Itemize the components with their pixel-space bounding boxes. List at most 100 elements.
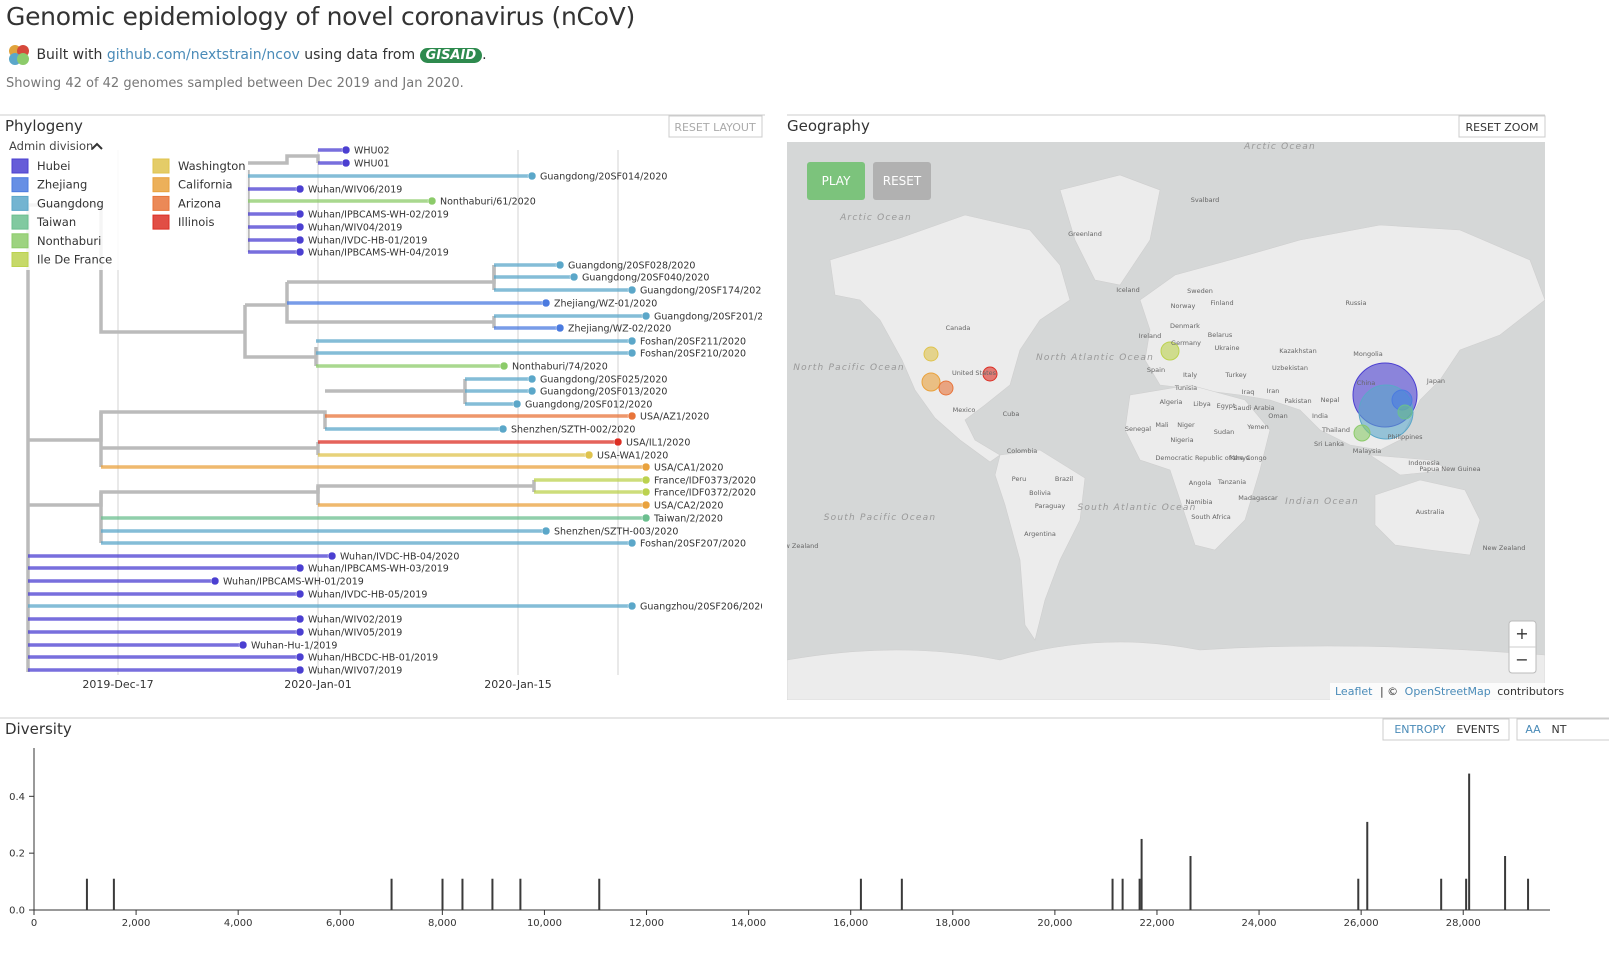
country-label: New Zealand [1483, 544, 1526, 552]
country-label: Thailand [1321, 426, 1350, 434]
entropy-bar [1468, 773, 1471, 910]
legend-label: California [178, 178, 233, 192]
country-label: New Zealand [776, 542, 819, 550]
country-label: Oman [1268, 412, 1288, 420]
gisaid-logo[interactable]: GISAID [419, 48, 483, 63]
tip [641, 500, 651, 510]
tip [641, 475, 651, 485]
tip [341, 145, 351, 155]
legend-swatch [11, 195, 29, 211]
entropy-bar [598, 878, 601, 910]
aa-button[interactable]: AA [1525, 723, 1541, 736]
country-label: Libya [1193, 400, 1210, 408]
entropy-bar [390, 878, 393, 910]
ocean-label: Arctic Ocean [839, 213, 912, 223]
repo-link[interactable]: github.com/nextstrain/ncov [106, 47, 300, 63]
tip [295, 563, 305, 573]
country-label: Indonesia [1408, 459, 1439, 467]
country-label: Yemen [1246, 423, 1269, 431]
country-label: Saudi Arabia [1233, 404, 1274, 412]
tip [238, 640, 248, 650]
legend-swatch [152, 195, 170, 211]
x-tick-label: 14,000 [731, 918, 766, 929]
country-label: Democratic Republic of the Congo [1155, 454, 1266, 462]
country-label: Argentina [1024, 530, 1056, 538]
tip [295, 665, 305, 675]
tip-label: Wuhan/IPBCAMS-WH-01/2019 [223, 577, 364, 588]
tip [295, 247, 305, 257]
reset-layout-button[interactable] [668, 115, 763, 138]
legend-swatch [11, 252, 29, 267]
tip [541, 298, 551, 308]
tip [555, 323, 565, 333]
tip [295, 235, 305, 245]
tip [527, 386, 537, 396]
x-tick-label: 0 [31, 918, 37, 929]
country-label: Norway [1171, 302, 1196, 310]
country-label: Philippines [1387, 433, 1423, 441]
tip [627, 285, 637, 295]
play-button[interactable] [807, 162, 865, 200]
country-label: Mali [1155, 421, 1168, 429]
x-tick-label: 18,000 [935, 918, 970, 929]
tip-label: Nonthaburi/74/2020 [512, 362, 608, 373]
country-label: United States [952, 369, 997, 377]
x-tick-label: 2,000 [122, 918, 151, 929]
tip [498, 424, 508, 434]
tip-label: Wuhan/WIV06/2019 [308, 185, 402, 196]
tip [627, 411, 637, 421]
tip-label: France/IDF0372/2020 [654, 488, 756, 499]
tips: WHU02 WHU01 Guangdong/20SF014/2020 Wuhan/WI… [28, 145, 762, 677]
tip-label: Shenzhen/SZTH-002/2020 [511, 425, 635, 436]
attribution-sep: | © [1380, 685, 1398, 698]
tip [569, 272, 579, 282]
entropy-bar [1111, 878, 1114, 910]
country-label: Iceland [1116, 286, 1140, 294]
tip-label: Foshan/20SF210/2020 [640, 349, 746, 360]
legend-swatch [11, 214, 29, 230]
legend-toggle[interactable] [91, 142, 103, 150]
leaflet-link[interactable]: Leaflet [1335, 685, 1373, 698]
reset-zoom-button[interactable] [1458, 115, 1546, 138]
osm-link[interactable]: OpenStreetMap [1405, 685, 1491, 698]
tip-label: Foshan/20SF211/2020 [640, 337, 746, 348]
country-label: Algeria [1160, 398, 1183, 406]
country-label: Italy [1183, 371, 1197, 379]
ocean-label: Indian Ocean [1285, 497, 1359, 507]
tree: WHU02 WHU01 Guangdong/20SF014/2020 Wuhan/WI… [26, 145, 762, 677]
country-label: Nepal [1321, 396, 1340, 404]
country-label: Angola [1189, 479, 1211, 487]
events-button[interactable]: EVENTS [1456, 723, 1499, 736]
country-label: Senegal [1125, 425, 1151, 433]
nt-button[interactable]: NT [1552, 723, 1567, 736]
time-axis-label: 2019-Dec-17 [82, 678, 153, 691]
tip [295, 652, 305, 662]
x-tick-label: 16,000 [833, 918, 868, 929]
entropy-bar [112, 878, 115, 910]
entropy-bar [1121, 878, 1124, 910]
tip [527, 374, 537, 384]
legend-swatch [152, 158, 170, 174]
map-circle [921, 372, 941, 392]
country-label: Canada [946, 324, 971, 332]
reset-button[interactable] [873, 162, 931, 200]
zoom-out[interactable]: − [1515, 650, 1528, 669]
country-label: Namibia [1186, 498, 1213, 506]
country-label: Niger [1177, 421, 1195, 429]
map-labels: Arctic Ocean Arctic Ocean Greenland Svalbar… [776, 142, 1526, 552]
country-label: Peru [1012, 475, 1026, 483]
tip-label: Guangdong/20SF014/2020 [540, 172, 667, 183]
x-tick-label: 26,000 [1344, 918, 1379, 929]
x-tick-label: 24,000 [1242, 918, 1277, 929]
entropy-bar [1465, 878, 1468, 910]
country-label: Japan [1426, 377, 1445, 385]
zoom-in[interactable]: + [1515, 624, 1528, 643]
entropy-button[interactable]: ENTROPY [1394, 723, 1446, 736]
legend-title[interactable]: Admin division [9, 139, 93, 153]
x-tick-label: 6,000 [326, 918, 355, 929]
legend: Admin division Hubei Zhejiang Guangdong Tai… [4, 138, 248, 270]
entropy-bar [1527, 878, 1530, 910]
country-label: Mexico [953, 406, 976, 414]
panel-title: Phylogeny [5, 117, 83, 135]
